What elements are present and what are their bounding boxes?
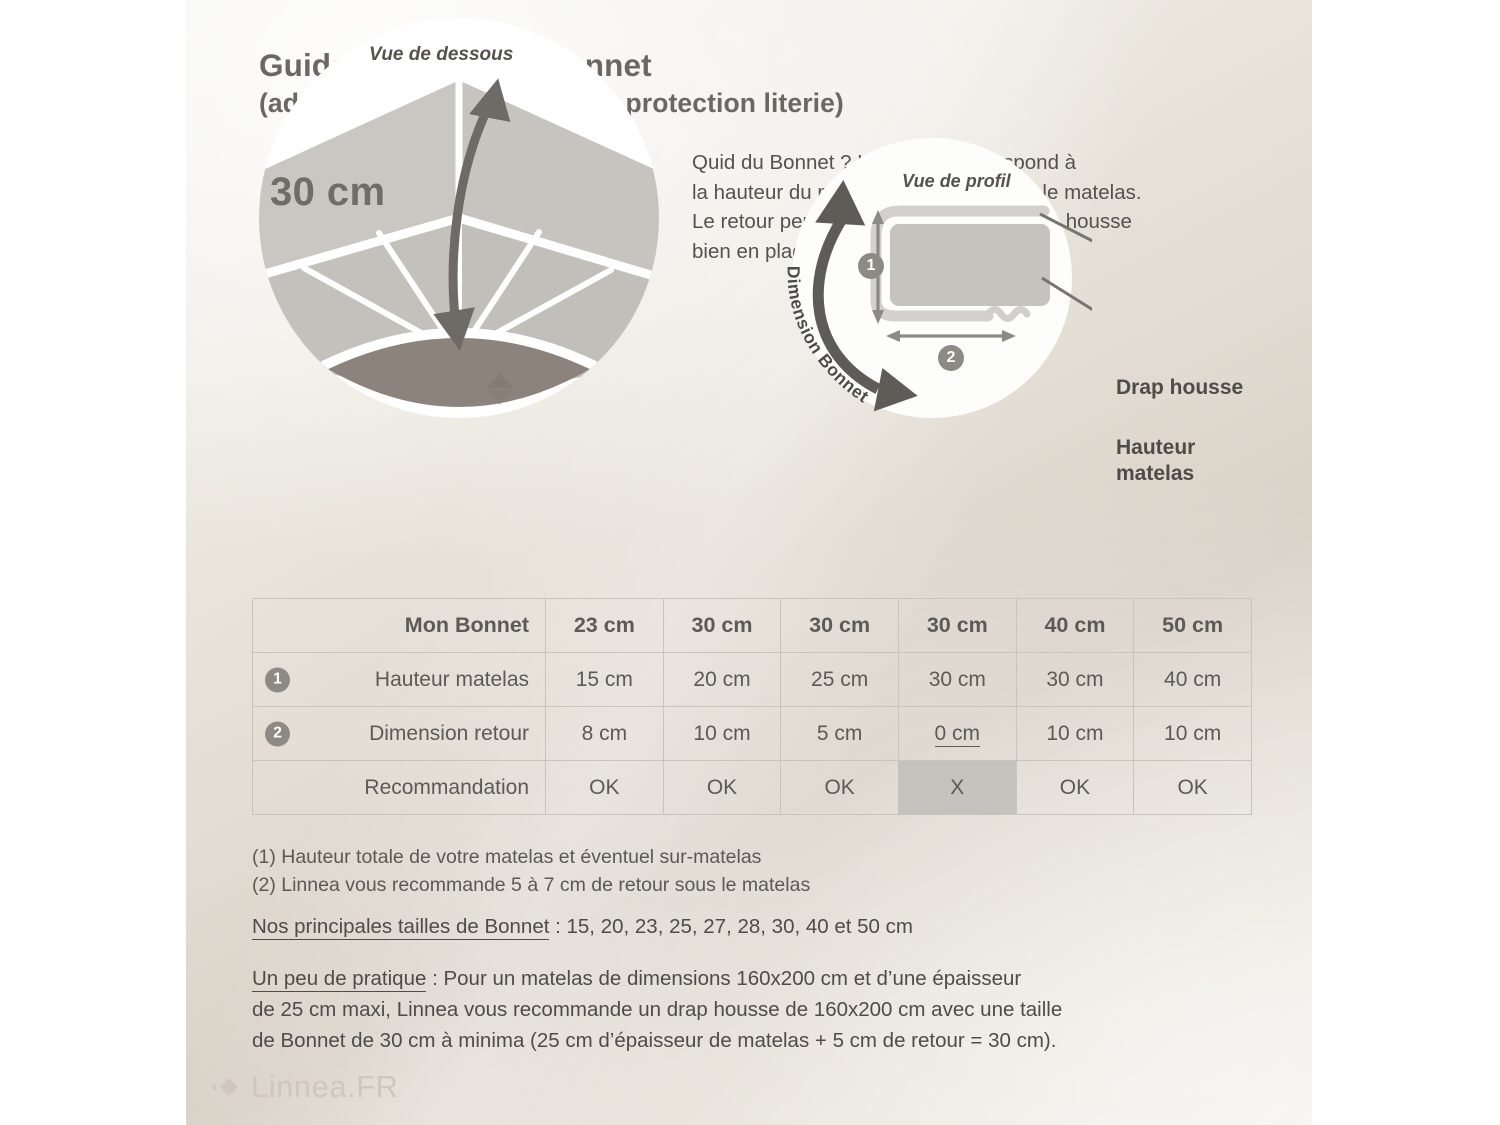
- practice-line-1-text: : Pour un matelas de dimensions 160x200 …: [426, 967, 1022, 990]
- table-cell-hauteur-1: 20 cm: [662, 652, 782, 707]
- sizes-line-value: : 15, 20, 23, 25, 27, 28, 30, 40 et 50 c…: [549, 915, 913, 938]
- brand-logo-text: Linnea.FR: [251, 1069, 399, 1104]
- label-hauteur-matelas: Hauteur matelas: [1116, 435, 1195, 487]
- retour-value-0: 8 cm: [581, 721, 628, 745]
- profile-view-diagram: Vue de profil 1 2 Dimension Bonnet: [784, 138, 1092, 438]
- label-hauteur-matelas-line1: Hauteur: [1116, 436, 1196, 459]
- table-row-dimension-retour: 2 Dimension retour 8 cm 10 cm 5 cm 0 cm …: [252, 706, 1252, 761]
- practice-label: Un peu de pratique: [252, 967, 427, 992]
- table-cell-hauteur-4: 30 cm: [1015, 652, 1135, 707]
- profile-badge-1: 1: [858, 253, 884, 279]
- table-label-recommandation-text: Recommandation: [364, 775, 529, 799]
- label-hauteur-matelas-line2: matelas: [1116, 462, 1195, 485]
- practice-paragraph: Un peu de pratique : Pour un matelas de …: [252, 963, 1252, 1056]
- table-cell-reco-1: OK: [662, 760, 782, 815]
- diamond-icon: [211, 1078, 238, 1096]
- table-cell-bonnet-5: 50 cm: [1133, 598, 1252, 653]
- table-cell-reco-2: OK: [780, 760, 899, 815]
- table-cell-reco-4: OK: [1015, 760, 1135, 815]
- bottom-view-caption: Vue de dessous: [369, 44, 514, 65]
- table-cell-retour-3: 0 cm: [897, 706, 1017, 761]
- table-row-recommandation: Recommandation OK OK OK X OK OK: [252, 760, 1252, 815]
- table-cell-retour-0: 8 cm: [545, 706, 664, 761]
- table-cell-bonnet-2: 30 cm: [780, 598, 899, 653]
- svg-text:Dimension Bonnet: Dimension Bonnet: [784, 266, 873, 407]
- bottom-view-illustration: [259, 72, 659, 407]
- dimension-bonnet-arc-label: Dimension Bonnet: [784, 256, 1014, 407]
- table-cell-retour-1: 10 cm: [662, 706, 782, 761]
- table-body: Mon Bonnet 23 cm 30 cm 30 cm 30 cm 40 cm…: [252, 598, 1252, 815]
- table-label-dimension-retour-text: Dimension retour: [369, 721, 529, 745]
- table-cell-hauteur-2: 25 cm: [780, 652, 899, 707]
- retour-value-1: 10 cm: [693, 721, 751, 745]
- footnote-1: (1) Hauteur totale de votre matelas et é…: [252, 846, 762, 868]
- retour-value-2: 5 cm: [816, 721, 863, 745]
- table-label-dimension-retour: 2 Dimension retour: [252, 706, 546, 761]
- bonnet-size-table: Mon Bonnet 23 cm 30 cm 30 cm 30 cm 40 cm…: [252, 598, 1252, 815]
- table-cell-retour-5: 10 cm: [1133, 706, 1252, 761]
- sizes-line: Nos principales tailles de Bonnet : 15, …: [252, 915, 913, 940]
- table-badge-2: 2: [265, 721, 290, 746]
- bonnet-measure-label: 30 cm: [270, 170, 386, 214]
- sizes-line-label: Nos principales tailles de Bonnet: [252, 915, 550, 940]
- dimension-bonnet-text: Dimension Bonnet: [784, 266, 873, 407]
- table-cell-reco-0: OK: [545, 760, 664, 815]
- footnote-2: (2) Linnea vous recommande 5 à 7 cm de r…: [252, 874, 811, 896]
- profile-badge-2: 2: [938, 345, 964, 371]
- table-cell-hauteur-5: 40 cm: [1133, 652, 1252, 707]
- footnotes: (1) Hauteur totale de votre matelas et é…: [252, 843, 1212, 899]
- table-row-hauteur-matelas: 1 Hauteur matelas 15 cm 20 cm 25 cm 30 c…: [252, 652, 1252, 707]
- table-header-label: Mon Bonnet: [252, 598, 546, 653]
- table-cell-hauteur-0: 15 cm: [545, 652, 664, 707]
- table-label-hauteur-matelas-text: Hauteur matelas: [374, 667, 529, 691]
- table-label-recommandation: Recommandation: [252, 760, 546, 815]
- table-cell-bonnet-0: 23 cm: [545, 598, 664, 653]
- table-cell-retour-2: 5 cm: [780, 706, 899, 761]
- retour-value-4: 10 cm: [1046, 721, 1104, 745]
- table-row-header: Mon Bonnet 23 cm 30 cm 30 cm 30 cm 40 cm…: [252, 598, 1252, 653]
- table-cell-reco-5: OK: [1133, 760, 1252, 815]
- brand-logo: Linnea.FR: [208, 1066, 399, 1108]
- table-badge-1: 1: [265, 667, 290, 692]
- table-cell-reco-3: X: [897, 760, 1017, 815]
- table-label-hauteur-matelas: 1 Hauteur matelas: [252, 652, 546, 707]
- practice-line-2: de 25 cm maxi, Linnea vous recommande un…: [252, 998, 1063, 1021]
- table-header-label-text: Mon Bonnet: [404, 613, 529, 637]
- label-drap-housse: Drap housse: [1116, 376, 1244, 399]
- table-cell-retour-4: 10 cm: [1015, 706, 1135, 761]
- profile-view-caption: Vue de profil: [902, 171, 1011, 191]
- content-panel: Guide de choix du Bonnet (adapté pour dr…: [186, 0, 1312, 1125]
- retour-value-5: 10 cm: [1164, 721, 1222, 745]
- bottom-view-diagram: Vue de dessous 30 cm: [259, 18, 679, 418]
- table-cell-bonnet-3: 30 cm: [897, 598, 1017, 653]
- table-cell-hauteur-3: 30 cm: [897, 652, 1017, 707]
- practice-line-1: Un peu de pratique : Pour un matelas de …: [252, 963, 1252, 994]
- retour-value-3: 0 cm: [934, 721, 981, 747]
- practice-line-3: de Bonnet de 30 cm à minima (25 cm d’épa…: [252, 1029, 1057, 1052]
- table-cell-bonnet-1: 30 cm: [662, 598, 782, 653]
- table-cell-bonnet-4: 40 cm: [1015, 598, 1135, 653]
